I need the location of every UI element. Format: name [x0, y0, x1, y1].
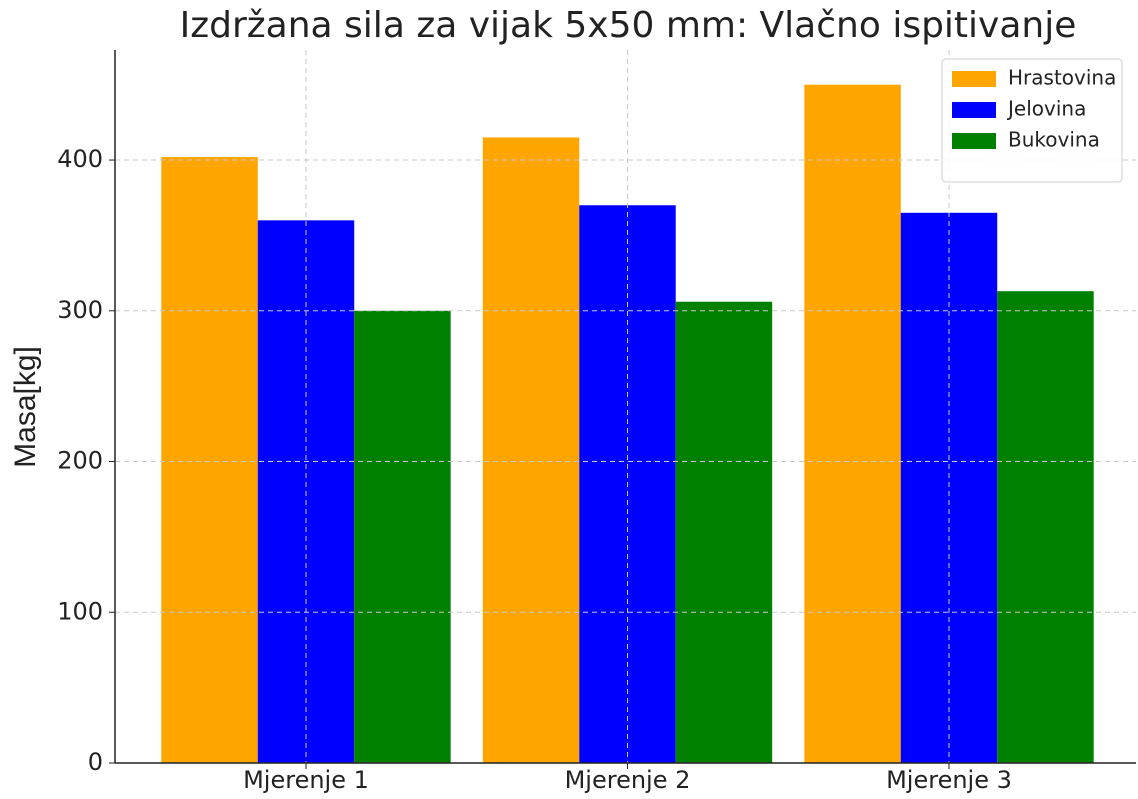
bar — [997, 291, 1094, 763]
legend-box — [941, 58, 1123, 183]
bar — [804, 84, 901, 764]
y-tick-label: 200 — [57, 447, 103, 475]
legend: Hrastovina Jelovina Bukovina — [941, 58, 1123, 183]
legend-label: Jelovina — [1006, 97, 1086, 121]
x-tick-label: Mjerenje 1 — [243, 766, 369, 794]
chart-title: Izdržana sila za vijak 5x50 mm: Vlačno i… — [180, 5, 1077, 46]
x-tick-label: Mjerenje 2 — [565, 766, 691, 794]
y-tick-label: 300 — [57, 296, 103, 324]
y-tick-label: 100 — [57, 597, 103, 625]
y-tick-label: 400 — [57, 145, 103, 173]
y-tick-label: 0 — [88, 748, 103, 776]
bar — [161, 157, 258, 763]
legend-swatch — [952, 102, 996, 118]
legend-swatch — [952, 71, 996, 87]
legend-label: Hrastovina — [1008, 66, 1116, 90]
legend-swatch — [952, 133, 996, 149]
bar — [482, 137, 580, 763]
legend-label: Bukovina — [1008, 128, 1100, 152]
bar — [675, 301, 773, 763]
x-tick-label: Mjerenje 3 — [886, 766, 1012, 794]
y-axis-label: Masa[kg] — [9, 346, 42, 468]
bar — [354, 310, 451, 763]
